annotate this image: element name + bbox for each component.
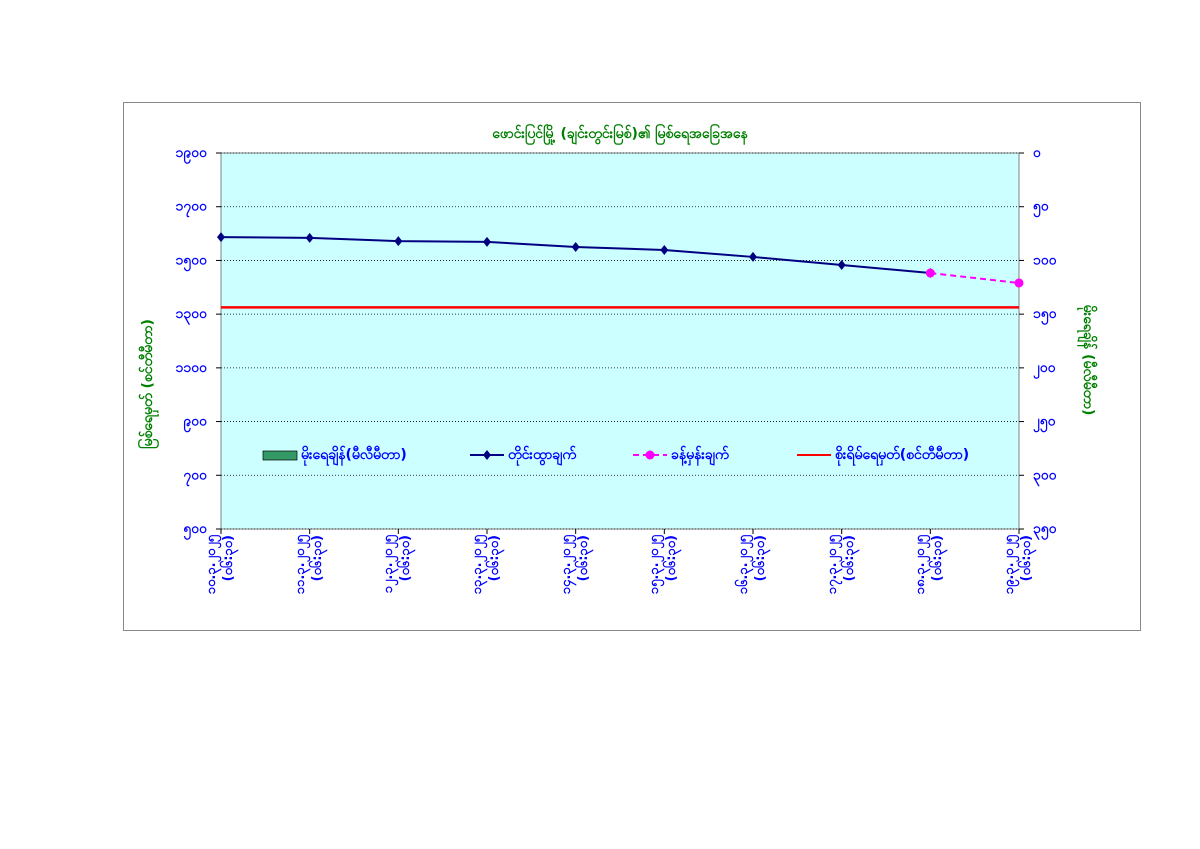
point	[483, 236, 491, 247]
y2-tick-label: ၅၀	[1033, 199, 1050, 218]
point	[925, 268, 935, 278]
y2-tick-label: ၀	[1033, 145, 1042, 161]
y2-tick-label: ၂၅၀	[1033, 414, 1057, 433]
x-tick-label: ၁၉.၃.၂၀၂၅ (၀၆:၃၀)	[1002, 535, 1034, 595]
x-tick-label: ၁၇.၃.၂၀၂၅ (၀၆:၃၀)	[824, 535, 857, 595]
point	[571, 242, 580, 252]
y-tick-label: ၁၉၀၀	[176, 145, 209, 164]
x-tick-label: ၁၂.၃.၂၀၂၅ (၀၆:၃၀)	[381, 535, 414, 594]
legend-label: မိုးရေချိန်(မီလီမီတာ)	[301, 446, 407, 466]
x-tick-label: ၁၄.၃.၂၀၂၅ (၀၆:၃၀)	[558, 535, 591, 595]
legend-label: စိုးရိမ်ရေမှတ်(စင်တီမီတာ)	[835, 446, 969, 466]
y2-tick-label: ၃၀၀	[1033, 467, 1058, 486]
y2-axis-label: မိုးရေချိန် (မီလီမီတာ)	[1077, 305, 1097, 416]
x-tick-label: ၁၈.၃.၂၀၂၅ (၀၆:၃၀)	[913, 535, 946, 595]
y-axis-label: မြစ်ရေမှတ် (စင်တီမီတာ)	[138, 319, 159, 449]
y-tick-label: ၉၀၀	[183, 414, 208, 433]
legend-marker	[483, 450, 491, 460]
point	[660, 244, 669, 255]
x-tick-label: ၁၁.၃.၂၀၂၅ (၀၆:၃၀)	[292, 535, 325, 595]
x-tick-label: ၁၀.၃.၂၀၂၅ (၀၆:၃၀)	[204, 535, 236, 595]
point	[1014, 278, 1024, 288]
chart-title: ဖောင်းပြင်မြို့ (ချင်းတွင်းမြစ်)၏ မြစ်ရေ…	[492, 124, 748, 145]
x-tick-label: ၁၅.၃.၂၀၂၅ (၀၆:၃၀)	[647, 535, 680, 595]
legend-label: တိုင်းထွာချက်	[508, 446, 577, 466]
y-tick-label: ၁၇၀၀	[176, 199, 209, 218]
legend-swatch	[262, 450, 298, 461]
y2-tick-label: ၂၀၀	[1033, 360, 1057, 379]
y-tick-label: ၇၀၀	[183, 467, 208, 486]
x-tick-label: ၁၆.၃.၂၀၂၅ (၀၆:၃၀)	[736, 535, 768, 595]
plot-area	[220, 152, 1020, 530]
x-tick-label: ၁၃.၃.၂၀၂၅ (၀၆:၃၀)	[470, 535, 502, 595]
point	[217, 232, 225, 243]
point	[837, 259, 846, 270]
y-tick-label: ၁၁၀၀	[176, 360, 209, 376]
y-tick-label: ၅၀၀	[183, 521, 208, 540]
legend-label: ခန့်မှန်းချက်	[671, 446, 730, 466]
point	[749, 251, 757, 262]
y2-tick-label: ၁၀၀	[1033, 252, 1058, 268]
point	[305, 232, 314, 243]
legend-marker	[645, 450, 655, 460]
y2-tick-label: ၃၅၀	[1033, 521, 1058, 540]
y-tick-label: ၁၃၀၀	[176, 306, 209, 325]
series-line	[930, 272, 1020, 284]
point	[394, 236, 403, 247]
y-tick-label: ၁၅၀၀	[176, 252, 209, 271]
y2-tick-label: ၁၅၀	[1033, 306, 1058, 325]
